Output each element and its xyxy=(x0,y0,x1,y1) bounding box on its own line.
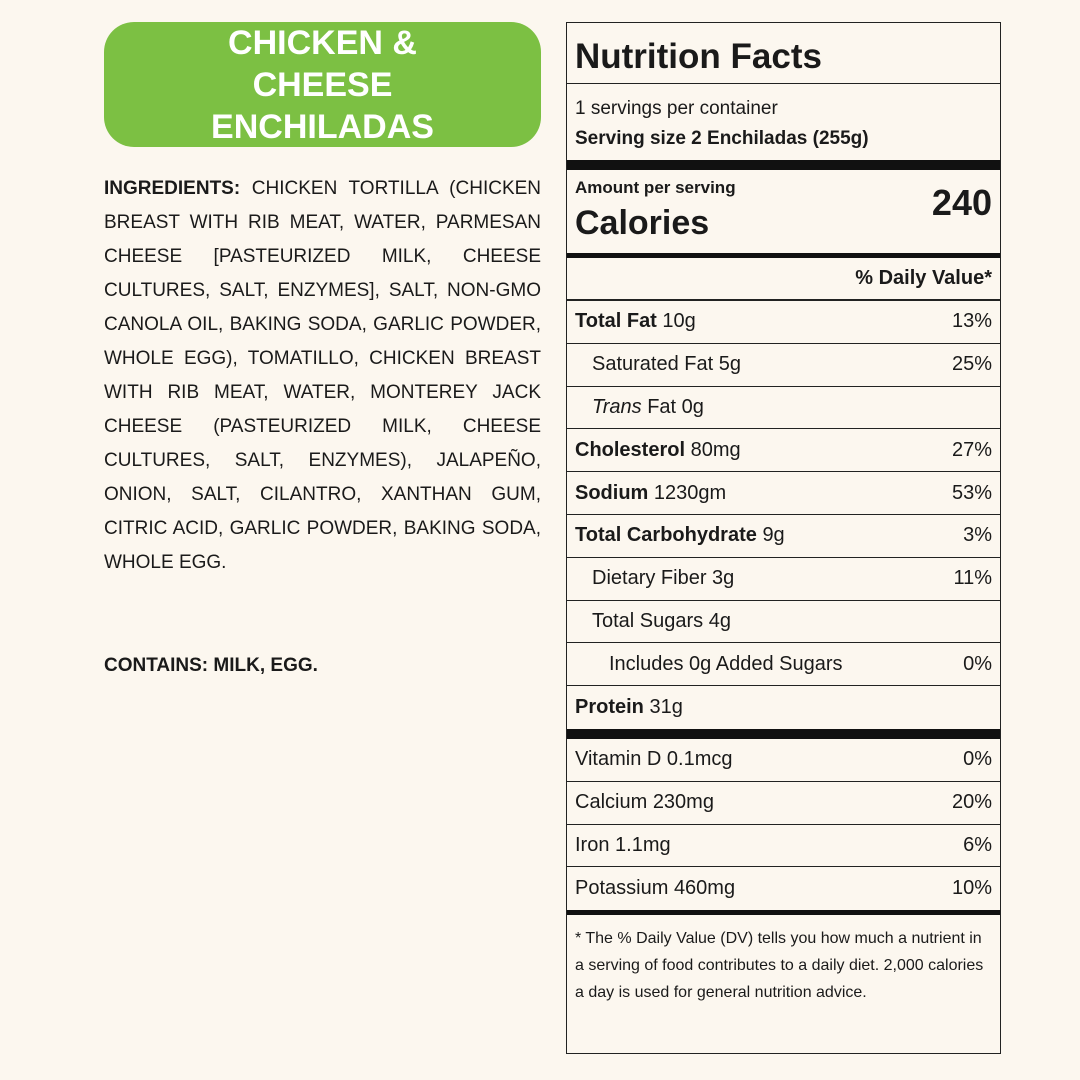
nutrient-name: Iron xyxy=(575,833,610,856)
nutrient-amount: 80mg xyxy=(690,438,741,461)
nutrient-amount: 3g xyxy=(712,567,735,590)
daily-value: 20% xyxy=(951,791,992,814)
nutrition-panel: Nutrition Facts 1 servings per container… xyxy=(566,22,1001,1054)
ingredients: INGREDIENTS: CHICKEN TORTILLA (CHICKEN B… xyxy=(104,172,541,580)
thick-rule xyxy=(567,160,1000,170)
nutrient-amount: 0g xyxy=(681,395,704,418)
nutrient-name: Total Fat xyxy=(575,310,657,333)
ingredients-label: INGREDIENTS: xyxy=(104,178,241,199)
nutrient-row: Total Fat 10g 13% xyxy=(567,301,1000,344)
daily-value: 10% xyxy=(951,877,992,900)
nutrient-name: Fat xyxy=(647,395,677,418)
nutrient: Trans Fat 0g xyxy=(575,396,704,419)
nutrient: Total Carbohydrate 9g xyxy=(575,524,785,547)
serving-size-value: 2 Enchiladas (255g) xyxy=(691,128,869,149)
nutrient-row: Protein 31g xyxy=(567,686,1000,729)
serving-size: Serving size 2 Enchiladas (255g) xyxy=(575,124,992,154)
daily-value: 0% xyxy=(963,748,992,771)
nutrient-name: Total Sugars xyxy=(592,609,704,632)
amount-per-serving: Amount per serving xyxy=(575,178,736,197)
nutrient-name: Cholesterol xyxy=(575,438,686,461)
daily-value: 0% xyxy=(963,652,992,675)
calories-label: Calories xyxy=(575,204,710,242)
daily-value: 6% xyxy=(963,833,992,856)
nutrient-amount: 5g xyxy=(718,353,741,376)
medium-rule xyxy=(567,253,1000,258)
nutrient-row: Cholesterol 80mg 27% xyxy=(567,429,1000,473)
panel-title: Nutrition Facts xyxy=(567,23,1000,84)
nutrient: Total Fat 10g xyxy=(575,310,696,333)
nutrient-amount: 1.1mg xyxy=(615,833,671,856)
nutrient: Dietary Fiber 3g xyxy=(575,567,734,590)
product-title: CHICKEN & CHEESE ENCHILADAS xyxy=(211,23,434,146)
daily-value: 13% xyxy=(951,310,992,333)
nutrient-row: Includes 0g Added Sugars 0% xyxy=(567,643,1000,687)
nutrient-name: Calcium xyxy=(575,791,648,814)
nutrient-name: Potassium xyxy=(575,877,669,900)
nutrient-row: Vitamin D 0.1mcg 0% xyxy=(567,739,1000,782)
daily-value: 27% xyxy=(951,438,992,461)
nutrient-row: Potassium 460mg 10% xyxy=(567,867,1000,910)
nutrient-row: Trans Fat 0g xyxy=(567,387,1000,430)
nutrient: Includes 0g Added Sugars xyxy=(575,653,843,676)
nutrient-row: Dietary Fiber 3g 11% xyxy=(567,558,1000,601)
nutrient-row: Total Carbohydrate 9g 3% xyxy=(567,515,1000,558)
nutrient: Cholesterol 80mg xyxy=(575,439,741,462)
nutrient: Iron 1.1mg xyxy=(575,834,671,857)
daily-value: 53% xyxy=(951,481,992,504)
dv-header-row: % Daily Value* xyxy=(567,258,1000,300)
nutrient: Protein 31g xyxy=(575,696,683,719)
calories-value: 240 xyxy=(931,182,992,223)
footnote: * The % Daily Value (DV) tells you how m… xyxy=(575,930,984,1002)
nutrient-row: Saturated Fat 5g 25% xyxy=(567,344,1000,387)
medium-rule xyxy=(567,910,1000,916)
nutrient-row: Iron 1.1mg 6% xyxy=(567,825,1000,868)
nutrient: Total Sugars 4g xyxy=(575,610,731,633)
nutrient-name: Protein xyxy=(575,696,644,719)
thick-rule xyxy=(567,728,1000,739)
nutrient-italic: Trans xyxy=(592,395,642,418)
nutrient: Sodium 1230gm xyxy=(575,482,726,505)
nutrient-amount: 10g xyxy=(662,310,696,333)
daily-value: 3% xyxy=(963,524,992,547)
nutrient-amount: 230mg xyxy=(652,791,714,814)
servings: 1 servings per container xyxy=(575,98,778,119)
nutrient-name: Includes 0g Added Sugars xyxy=(609,652,843,675)
nutrient-row: Sodium 1230gm 53% xyxy=(567,472,1000,515)
allergens: CONTAINS: MILK, EGG. xyxy=(104,655,318,676)
nutrient-name: Saturated Fat xyxy=(592,353,714,376)
nutrient-row: Calcium 230mg 20% xyxy=(567,782,1000,825)
nutrient-name: Vitamin D xyxy=(575,748,662,771)
dv-header: % Daily Value* xyxy=(855,267,992,289)
nutrient: Vitamin D 0.1mcg xyxy=(575,748,732,771)
nutrient: Saturated Fat 5g xyxy=(575,353,741,376)
nutrient-name: Sodium xyxy=(575,481,649,504)
nutrient-amount: 31g xyxy=(649,696,683,719)
nutrient-name: Total Carbohydrate xyxy=(575,524,757,547)
nutrient-amount: 460mg xyxy=(673,877,736,900)
nutrient-amount: 1230gm xyxy=(653,481,727,504)
daily-value: 11% xyxy=(953,567,992,590)
nutrient-amount: 4g xyxy=(708,609,731,632)
nutrient-row: Total Sugars 4g xyxy=(567,601,1000,644)
nutrient-rows: Total Fat 10g 13% Saturated Fat 5g 25% Trans… xyxy=(567,300,1000,729)
nutrient: Calcium 230mg xyxy=(575,791,714,814)
nutrient-name: Dietary Fiber xyxy=(592,567,707,590)
title-badge: CHICKEN & CHEESE ENCHILADAS xyxy=(104,22,541,147)
serving-size-label: Serving size xyxy=(575,128,686,149)
servings-block: 1 servings per container Serving size 2 … xyxy=(567,84,1000,160)
daily-value: 25% xyxy=(951,353,992,376)
nutrient-amount: 9g xyxy=(762,524,785,547)
calories-row: Calories 240 xyxy=(567,182,1000,253)
vitamin-rows: Vitamin D 0.1mcg 0% Calcium 230mg 20% Iron 1… xyxy=(567,739,1000,910)
nutrient-amount: 0.1mcg xyxy=(666,748,733,771)
ingredients-text: CHICKEN TORTILLA (CHICKEN BREAST WITH RI… xyxy=(104,178,542,573)
nutrient: Potassium 460mg xyxy=(575,877,735,900)
